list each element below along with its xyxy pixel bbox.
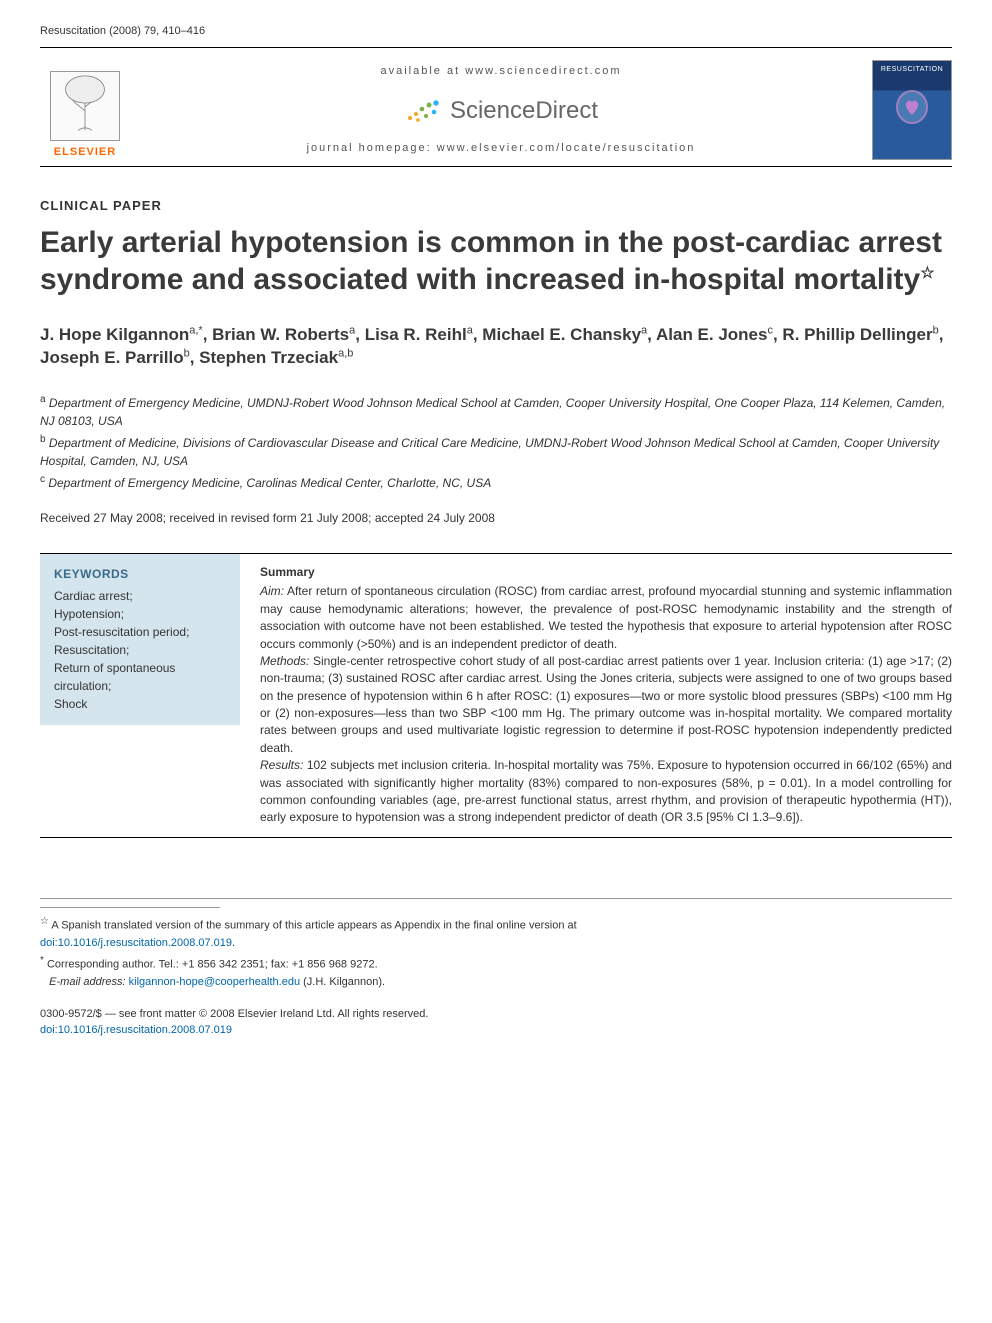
cover-heart-icon	[894, 89, 930, 125]
rule-top	[40, 47, 952, 48]
methods-label: Methods:	[260, 654, 309, 668]
summary-results: Results: 102 subjects met inclusion crit…	[260, 757, 952, 827]
article-title: Early arterial hypotension is common in …	[40, 224, 952, 299]
footnote-rule	[40, 907, 220, 908]
corresponding-text: Corresponding author. Tel.: +1 856 342 2…	[47, 958, 378, 970]
results-label: Results:	[260, 758, 303, 772]
journal-header: ELSEVIER available at www.sciencedirect.…	[40, 60, 952, 160]
footnote-star-doi-link[interactable]: doi:10.1016/j.resuscitation.2008.07.019	[40, 937, 232, 949]
sciencedirect-logo: ScienceDirect	[154, 94, 848, 128]
page: Resuscitation (2008) 79, 410–416 ELSEVIE…	[0, 0, 992, 1323]
email-label: E-mail address:	[49, 976, 125, 988]
abstract-block: KEYWORDS Cardiac arrest;Hypotension;Post…	[40, 553, 952, 838]
footnotes: ☆ A Spanish translated version of the su…	[40, 898, 952, 992]
article-dates: Received 27 May 2008; received in revise…	[40, 510, 952, 527]
copyright-doi-link[interactable]: doi:10.1016/j.resuscitation.2008.07.019	[40, 1024, 232, 1036]
title-footnote-marker: ☆	[920, 265, 934, 282]
asterisk-marker-icon: *	[40, 955, 44, 966]
copyright-line: 0300-9572/$ — see front matter © 2008 El…	[40, 1006, 952, 1023]
methods-text: Single-center retrospective cohort study…	[260, 654, 952, 755]
available-at-text: available at www.sciencedirect.com	[154, 64, 848, 79]
summary-heading: Summary	[260, 564, 952, 581]
summary-aim: Aim: After return of spontaneous circula…	[260, 583, 952, 653]
article-type-label: CLINICAL PAPER	[40, 197, 952, 215]
star-marker-icon: ☆	[40, 916, 49, 927]
rule-header-bottom	[40, 166, 952, 167]
summary-methods: Methods: Single-center retrospective coh…	[260, 653, 952, 757]
sciencedirect-swoosh-icon	[404, 96, 444, 124]
footnote-star-text: A Spanish translated version of the summ…	[51, 919, 576, 931]
elsevier-wordmark: ELSEVIER	[54, 145, 116, 160]
running-head: Resuscitation (2008) 79, 410–416	[40, 24, 952, 39]
footnote-star: ☆ A Spanish translated version of the su…	[40, 914, 952, 953]
elsevier-logo: ELSEVIER	[40, 60, 130, 160]
affiliation-line: b Department of Medicine, Divisions of C…	[40, 432, 952, 470]
aim-label: Aim:	[260, 584, 284, 598]
keywords-box: KEYWORDS Cardiac arrest;Hypotension;Post…	[40, 554, 240, 725]
keywords-list: Cardiac arrest;Hypotension;Post-resuscit…	[54, 587, 226, 713]
affiliations: a Department of Emergency Medicine, UMDN…	[40, 392, 952, 492]
affiliation-line: a Department of Emergency Medicine, UMDN…	[40, 392, 952, 430]
affiliation-line: c Department of Emergency Medicine, Caro…	[40, 472, 952, 492]
cover-title: RESUSCITATION	[881, 65, 943, 75]
center-header: available at www.sciencedirect.com Scien…	[154, 64, 848, 156]
footnote-email: E-mail address: kilgannon-hope@cooperhea…	[40, 974, 952, 992]
results-text: 102 subjects met inclusion criteria. In-…	[260, 758, 952, 824]
authors-list: J. Hope Kilgannona,*, Brian W. Robertsa,…	[40, 323, 952, 371]
journal-cover-thumbnail: RESUSCITATION	[872, 60, 952, 160]
corresponding-email-link[interactable]: kilgannon-hope@cooperhealth.edu	[129, 976, 300, 988]
sciencedirect-wordmark: ScienceDirect	[450, 94, 598, 128]
summary-column: Summary Aim: After return of spontaneous…	[240, 554, 952, 837]
journal-homepage-text: journal homepage: www.elsevier.com/locat…	[154, 141, 848, 156]
keywords-heading: KEYWORDS	[54, 566, 226, 583]
footnote-corresponding: * Corresponding author. Tel.: +1 856 342…	[40, 953, 952, 974]
elsevier-tree-icon	[50, 71, 120, 141]
aim-text: After return of spontaneous circulation …	[260, 584, 952, 650]
email-suffix: (J.H. Kilgannon).	[303, 976, 385, 988]
copyright-block: 0300-9572/$ — see front matter © 2008 El…	[40, 1006, 952, 1039]
article-title-text: Early arterial hypotension is common in …	[40, 226, 942, 297]
